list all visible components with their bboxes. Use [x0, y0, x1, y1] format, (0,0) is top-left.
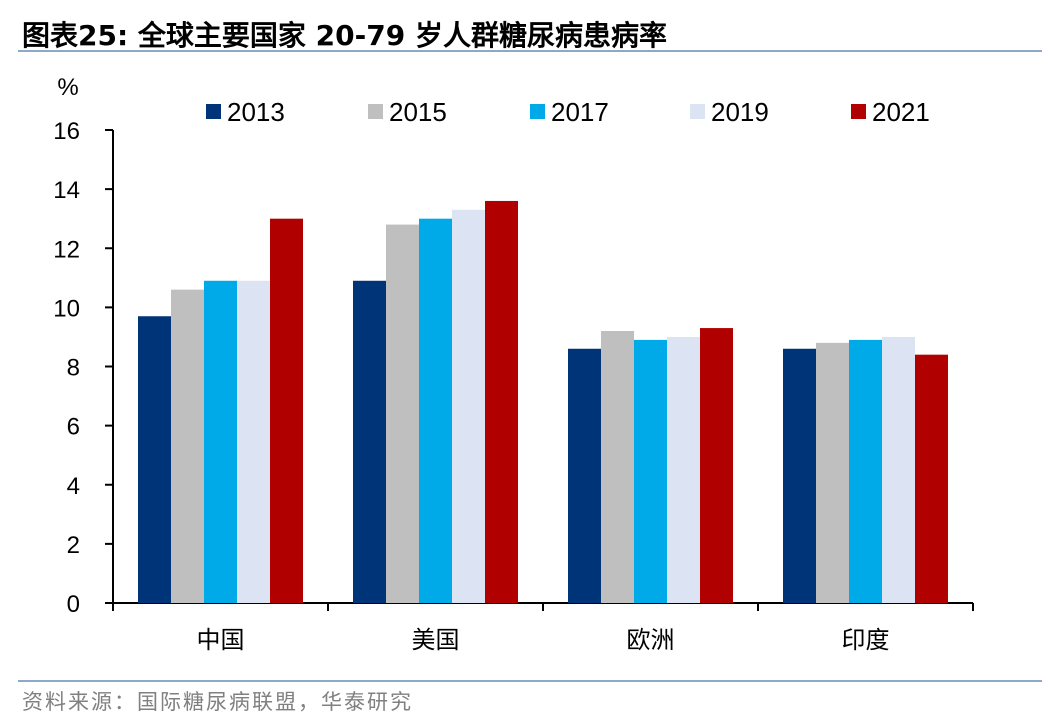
- bar-2021-1: [485, 200, 518, 603]
- bar-2017-1: [419, 218, 452, 603]
- chart-title: 图表25: 全球主要国家 20-79 岁人群糖尿病患病率: [22, 19, 667, 52]
- y-tick-label: 2: [67, 532, 80, 559]
- source-note: 资料来源：国际糖尿病联盟，华泰研究: [22, 690, 413, 714]
- bar-2021-0: [270, 218, 303, 603]
- bar-chart: 0 2 4 6 8 10 12 14 16% 中国 美国 欧洲 印度 2013 2015 2017 2019 20…: [53, 74, 974, 654]
- bar-2021-2: [700, 328, 733, 603]
- legend-swatch-2021: [851, 104, 866, 119]
- legend-swatch-2013: [206, 104, 221, 119]
- bar-2015-2: [601, 331, 634, 603]
- bar-2013-2: [568, 348, 601, 603]
- y-axis-unit: %: [57, 74, 78, 101]
- y-tick-label: 14: [53, 177, 80, 204]
- bar-2015-3: [816, 342, 849, 603]
- title-divider: [18, 50, 1042, 52]
- bar-2019-0: [237, 280, 270, 603]
- bar-2019-3: [882, 336, 915, 603]
- y-tick-label: 12: [53, 236, 80, 263]
- bar-2017-2: [634, 339, 667, 603]
- x-category-label: 印度: [842, 626, 890, 654]
- y-tick-label: 6: [67, 414, 80, 441]
- bar-2019-2: [667, 336, 700, 603]
- bar-2015-1: [386, 224, 419, 603]
- legend-swatch-2019: [690, 104, 705, 119]
- y-tick-label: 8: [67, 355, 80, 382]
- bar-2013-1: [353, 280, 386, 603]
- legend-label: 2013: [227, 97, 285, 127]
- y-tick-label: 16: [53, 118, 80, 145]
- footer-divider: [18, 680, 1042, 682]
- bar-2021-3: [915, 354, 948, 603]
- bar-2013-0: [138, 316, 171, 603]
- x-category-label: 美国: [412, 626, 460, 654]
- bar-2017-0: [204, 280, 237, 603]
- y-tick-label: 10: [53, 295, 80, 322]
- bar-2015-0: [171, 289, 204, 603]
- legend-swatch-2015: [368, 104, 383, 119]
- legend-label: 2021: [872, 97, 930, 127]
- legend-swatch-2017: [530, 104, 545, 119]
- bar-2017-3: [849, 339, 882, 603]
- legend-label: 2017: [551, 97, 609, 127]
- x-category-label: 欧洲: [627, 626, 675, 654]
- y-tick-label: 4: [67, 473, 80, 500]
- legend-label: 2019: [711, 97, 769, 127]
- x-category-label: 中国: [197, 626, 245, 654]
- bar-2013-3: [783, 348, 816, 603]
- y-tick-label: 0: [67, 591, 80, 618]
- bar-2019-1: [452, 209, 485, 603]
- legend-label: 2015: [389, 97, 447, 127]
